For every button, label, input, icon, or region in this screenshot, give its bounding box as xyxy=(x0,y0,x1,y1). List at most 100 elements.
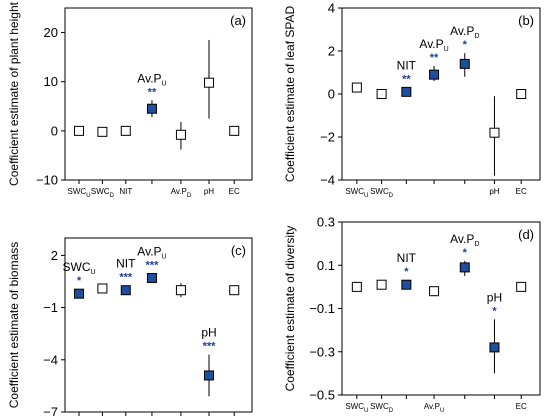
point-annotation-subscript: U xyxy=(162,254,167,261)
y-tick-label: 0.3 xyxy=(317,215,335,230)
y-tick-label: −7 xyxy=(43,405,58,416)
data-point-marker xyxy=(146,103,157,114)
point-annotation: Av.PU xyxy=(137,71,166,87)
y-tick-label: 20 xyxy=(44,25,58,40)
x-tick-label: NIT xyxy=(119,187,132,196)
y-tick-label: −10 xyxy=(36,173,58,188)
point-annotation: NIT xyxy=(116,257,136,271)
x-tick-label: SWCU xyxy=(345,187,368,199)
x-tick-label: EC xyxy=(516,402,527,411)
panel-label: (d) xyxy=(518,227,534,242)
panel-label: (a) xyxy=(230,13,246,28)
data-point-marker xyxy=(175,129,186,140)
x-tick-label-main: Av.P xyxy=(171,187,187,196)
point-annotation: pH xyxy=(201,326,216,340)
y-tick-label: 10 xyxy=(44,74,58,89)
x-tick-label-main: EC xyxy=(229,187,240,196)
point-annotation-main: pH xyxy=(487,290,502,304)
significance-stars: * xyxy=(463,39,468,51)
x-tick-label: SWCD xyxy=(370,187,394,199)
x-tick-label-main: SWC xyxy=(68,187,87,196)
point-annotation-main: Av.P xyxy=(450,232,474,246)
data-point-marker xyxy=(97,283,108,294)
significance-stars: ** xyxy=(148,86,157,98)
y-tick-label: 0 xyxy=(328,87,335,102)
data-point-marker xyxy=(120,285,131,296)
x-tick-label-subscript: U xyxy=(364,408,368,414)
point-annotation-main: Av.P xyxy=(137,245,161,259)
y-tick-label: 2 xyxy=(51,248,58,263)
x-tick-label: Av.PD xyxy=(171,187,192,199)
significance-stars: *** xyxy=(203,341,217,353)
x-tick-label-subscript: D xyxy=(110,193,115,199)
x-tick-label-main: EC xyxy=(516,402,527,411)
y-tick-label: 2 xyxy=(328,44,335,59)
y-tick-label: 0.1 xyxy=(317,258,335,273)
data-point-marker xyxy=(146,273,157,284)
x-tick-label: pH xyxy=(489,187,499,196)
data-point-marker xyxy=(376,279,387,290)
x-tick-label: SWCD xyxy=(370,402,394,414)
y-tick-label: −4 xyxy=(320,173,335,188)
panel-b: −4 −2 0 2 4 Coefficient estimate of leaf SPAD… xyxy=(283,1,541,199)
point-annotation: NIT xyxy=(397,58,417,72)
x-tick-label-subscript: D xyxy=(389,193,394,199)
data-point-marker xyxy=(74,125,85,136)
plot-frame xyxy=(341,221,541,396)
significance-stars: * xyxy=(463,247,468,259)
data-point-marker xyxy=(203,77,214,88)
x-tick-label-main: NIT xyxy=(119,187,132,196)
x-tick-label-main: SWC xyxy=(345,187,364,196)
point-annotation: pH xyxy=(487,290,502,304)
y-axis-label: Coefficient estimate of biomass xyxy=(7,242,21,409)
significance-stars: * xyxy=(492,305,497,317)
data-point-marker xyxy=(429,69,440,80)
x-tick-label: EC xyxy=(516,187,527,196)
x-tick-label-main: pH xyxy=(204,187,214,196)
data-point-marker xyxy=(203,370,214,381)
point-annotation-main: Av.P xyxy=(137,71,161,85)
data-point-marker xyxy=(489,127,500,138)
point-annotation: SWCU xyxy=(62,260,95,276)
data-point-marker xyxy=(401,86,412,97)
point-annotation-subscript: U xyxy=(90,269,95,276)
significance-stars: ** xyxy=(430,52,439,64)
y-tick-label: −0.3 xyxy=(309,344,335,359)
point-annotation-main: Av.P xyxy=(450,24,474,38)
point-annotation: Av.PU xyxy=(419,37,448,53)
y-tick-label: −2 xyxy=(320,130,335,145)
point-annotation-main: NIT xyxy=(397,58,417,72)
point-annotation-main: NIT xyxy=(397,251,417,265)
data-point-marker xyxy=(175,285,186,296)
point-annotation-subscript: D xyxy=(474,241,479,248)
data-point-marker xyxy=(376,89,387,99)
data-point-marker xyxy=(229,285,240,296)
panel-d: −0.5 −0.3 −0.1 0.1 0.3 Coefficient estimate o… xyxy=(283,215,541,414)
significance-stars: * xyxy=(404,266,409,278)
plot-frame xyxy=(64,7,253,181)
x-tick-label-subscript: D xyxy=(389,408,394,414)
data-point-marker xyxy=(97,126,108,137)
point-annotation: Av.PD xyxy=(450,232,479,248)
point-annotation-subscript: U xyxy=(444,46,449,53)
panel-c: −7 −4 −1 2 Coefficient estimate of biomass (c… xyxy=(7,237,253,416)
x-tick-label-main: SWC xyxy=(345,402,364,411)
data-point-marker xyxy=(351,281,362,292)
point-annotation-main: SWC xyxy=(62,260,90,274)
y-axis-label: Coefficient estimate of diversity xyxy=(283,226,297,392)
data-point-marker xyxy=(516,89,527,99)
significance-stars: *** xyxy=(119,272,133,284)
x-tick-label-main: SWC xyxy=(370,187,389,196)
y-axis-label: Coefficient estimate of plant height xyxy=(7,1,21,186)
data-point-marker xyxy=(401,279,412,290)
point-annotation-subscript: D xyxy=(474,33,479,40)
data-point-marker xyxy=(489,342,500,353)
x-tick-label: SWCU xyxy=(345,402,368,414)
data-point-marker xyxy=(351,82,362,93)
x-tick-label-main: Av.P xyxy=(424,402,440,411)
point-annotation: Av.PD xyxy=(450,24,479,40)
x-tick-label: EC xyxy=(229,187,240,196)
significance-stars: *** xyxy=(146,260,160,272)
x-tick-label-subscript: U xyxy=(440,408,444,414)
